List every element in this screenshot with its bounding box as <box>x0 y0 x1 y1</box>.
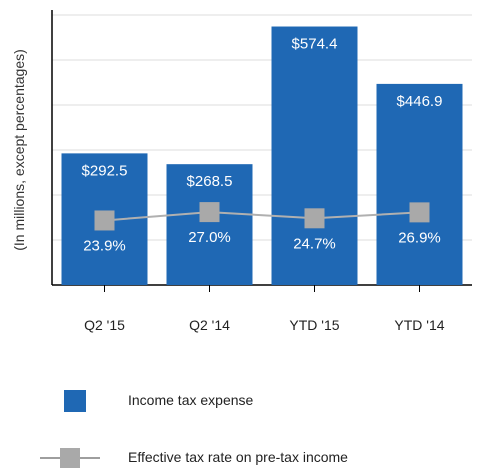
legend-label-income-tax-expense: Income tax expense <box>128 392 254 408</box>
bar <box>166 164 253 285</box>
rate-line <box>104 211 420 222</box>
rate-value-label: 23.9% <box>83 237 126 254</box>
y-axis-label: (In millions, except percentages) <box>8 10 30 290</box>
legend-item-income-tax-expense: Income tax expense <box>0 386 477 416</box>
x-tick-label: YTD '14 <box>394 317 444 333</box>
x-tick-label: Q2 '15 <box>84 317 125 333</box>
bar-value-label: $292.5 <box>82 162 128 179</box>
y-axis-label-text: (In millions, except percentages) <box>11 49 28 251</box>
bar-value-label: $268.5 <box>187 173 233 190</box>
rate-marker <box>409 202 430 223</box>
legend-label-effective-tax-rate: Effective tax rate on pre-tax income <box>128 449 348 465</box>
bar-value-label: $446.9 <box>397 93 443 110</box>
rate-marker <box>199 202 220 223</box>
bar <box>271 26 358 286</box>
rate-value-label: 26.9% <box>398 229 441 246</box>
legend-swatch-bar <box>64 390 86 412</box>
legend-marker <box>60 448 80 468</box>
legend-item-effective-tax-rate: Effective tax rate on pre-tax income <box>0 443 477 473</box>
rate-marker <box>94 210 115 231</box>
bar-value-label: $574.4 <box>292 36 338 53</box>
bar <box>376 83 463 286</box>
rate-value-label: 24.7% <box>293 235 336 252</box>
x-tick-label: YTD '15 <box>289 317 339 333</box>
chart: $292.5 Q2 '15 $268.5 Q2 '14 $574.4 YTD '15 $44… <box>51 10 472 333</box>
x-tick-label: Q2 '14 <box>189 317 230 333</box>
rate-value-label: 27.0% <box>188 229 231 246</box>
rate-marker <box>304 208 325 229</box>
